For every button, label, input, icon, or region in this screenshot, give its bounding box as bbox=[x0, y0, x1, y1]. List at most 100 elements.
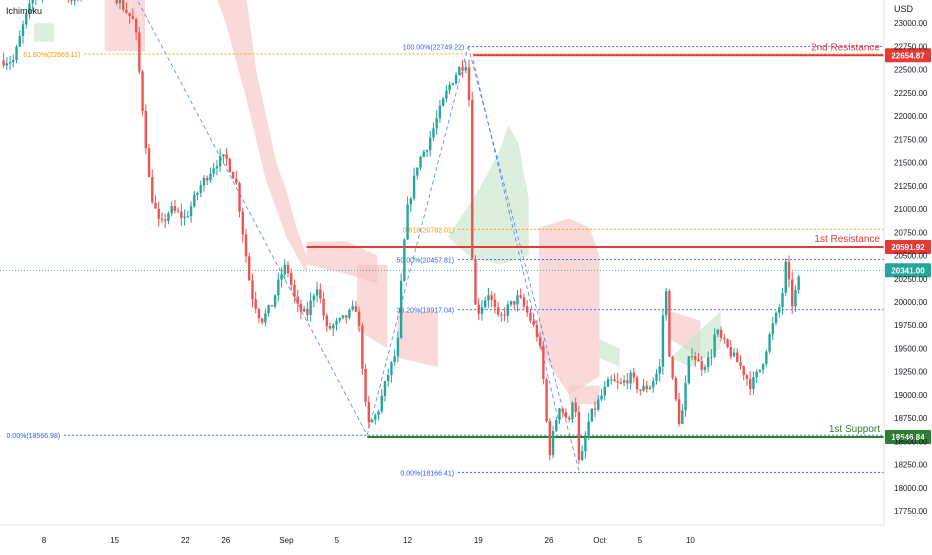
candle-body bbox=[273, 295, 277, 307]
candle-body bbox=[597, 399, 600, 410]
candle-body bbox=[496, 307, 500, 315]
candle-body bbox=[296, 296, 299, 304]
candle-body bbox=[396, 337, 400, 357]
candle-body bbox=[328, 326, 332, 329]
candle-body bbox=[584, 437, 587, 452]
time-tick-label: 22 bbox=[181, 536, 190, 545]
candle-body bbox=[551, 431, 555, 456]
candle-body bbox=[147, 148, 151, 178]
current-price-badge bbox=[885, 263, 931, 278]
candle-body bbox=[781, 292, 784, 308]
currency-label: USD bbox=[894, 4, 914, 14]
candle-body bbox=[377, 411, 380, 416]
candle-body bbox=[144, 110, 148, 149]
candle-body bbox=[280, 274, 283, 280]
candle-body bbox=[21, 24, 25, 36]
candle-body bbox=[293, 284, 296, 297]
candle-body bbox=[403, 239, 406, 281]
candle-body bbox=[267, 305, 270, 314]
candle-body bbox=[309, 300, 312, 315]
fibonacci-level-label: 0.00%(18566.98) bbox=[6, 433, 60, 440]
candle-body bbox=[719, 329, 723, 338]
candle-body bbox=[603, 386, 606, 396]
current-price-label: 20341.00 bbox=[891, 266, 925, 275]
candle-body bbox=[668, 291, 671, 357]
candle-body bbox=[193, 194, 196, 207]
candle-body bbox=[425, 150, 429, 152]
time-axis-background bbox=[0, 525, 932, 550]
candle-body bbox=[445, 90, 448, 99]
candle-body bbox=[380, 395, 383, 412]
candle-body bbox=[610, 379, 613, 381]
candle-body bbox=[5, 63, 9, 66]
candle-body bbox=[260, 318, 264, 323]
candle-body bbox=[797, 276, 800, 290]
cloud-bullish bbox=[448, 125, 529, 265]
candle-body bbox=[509, 301, 513, 305]
price-tick-label: 18500.00 bbox=[894, 437, 928, 446]
candle-body bbox=[467, 67, 471, 101]
candle-body bbox=[694, 356, 697, 360]
candle-body bbox=[354, 306, 358, 312]
time-tick-label: 19 bbox=[474, 536, 483, 545]
candle-body bbox=[516, 295, 519, 305]
candle-body bbox=[454, 74, 458, 84]
candle-body bbox=[406, 204, 409, 240]
candle-body bbox=[700, 361, 703, 370]
candle-body bbox=[202, 177, 206, 186]
candle-body bbox=[513, 301, 516, 305]
candle-body bbox=[739, 362, 742, 367]
level-price-label: 22654.87 bbox=[891, 51, 925, 60]
candle-body bbox=[283, 264, 286, 275]
cloud-bullish bbox=[599, 339, 620, 367]
candle-body bbox=[332, 324, 335, 329]
price-tick-label: 18250.00 bbox=[894, 461, 928, 470]
candle-body bbox=[151, 177, 154, 203]
candle-body bbox=[251, 280, 254, 300]
candle-body bbox=[791, 279, 794, 307]
candle-body bbox=[626, 380, 629, 384]
candle-body bbox=[522, 297, 526, 307]
price-tick-label: 19500.00 bbox=[894, 344, 928, 353]
candle-body bbox=[571, 402, 574, 420]
price-tick-label: 19000.00 bbox=[894, 391, 928, 400]
level-price-badge bbox=[885, 239, 931, 254]
candle-body bbox=[577, 412, 581, 460]
candle-body bbox=[131, 16, 135, 20]
price-tick-label: 22250.00 bbox=[894, 89, 928, 98]
candle-body bbox=[474, 258, 477, 305]
candle-body bbox=[248, 256, 251, 281]
candle-body bbox=[264, 313, 267, 323]
candle-body bbox=[364, 368, 367, 402]
candle-body bbox=[580, 451, 584, 460]
fibonacci-level-label: 0.00%(18166.41) bbox=[400, 470, 454, 477]
candle-body bbox=[706, 357, 710, 368]
price-tick-label: 19750.00 bbox=[894, 321, 928, 330]
cloud-bearish bbox=[397, 311, 438, 367]
candle-body bbox=[645, 385, 648, 390]
candle-body bbox=[629, 372, 632, 384]
candle-body bbox=[422, 151, 425, 157]
candle-body bbox=[183, 216, 186, 218]
fibonacci-level-label: 0.618(20782.01) bbox=[403, 227, 454, 234]
candle-body bbox=[115, 0, 118, 4]
candle-body bbox=[529, 312, 532, 321]
candle-body bbox=[490, 295, 493, 300]
candle-body bbox=[483, 300, 487, 308]
candle-body bbox=[393, 356, 396, 363]
candle-body bbox=[257, 309, 261, 319]
cloud-bearish bbox=[538, 218, 600, 395]
candle-body bbox=[438, 105, 442, 119]
candle-body bbox=[429, 137, 432, 151]
candle-body bbox=[322, 298, 325, 316]
candle-body bbox=[684, 383, 687, 411]
candle-body bbox=[726, 339, 729, 347]
candle-body bbox=[15, 46, 18, 60]
candle-body bbox=[671, 356, 674, 379]
candle-body bbox=[525, 306, 529, 313]
candle-body bbox=[732, 352, 736, 357]
cloud-bearish bbox=[357, 264, 388, 349]
candle-body bbox=[506, 304, 509, 316]
